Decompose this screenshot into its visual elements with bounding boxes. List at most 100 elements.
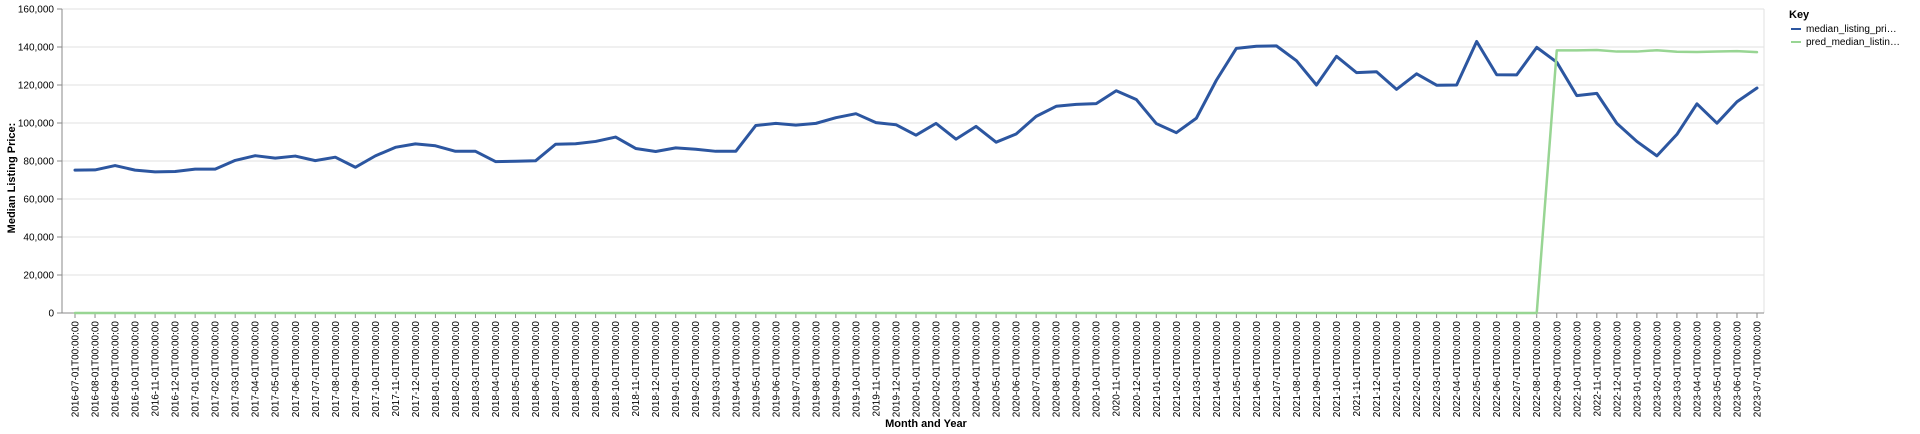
legend-title: Key xyxy=(1789,9,1810,21)
x-tick-label: 2016-07-01T00:00:00 xyxy=(71,321,82,418)
series-line-1 xyxy=(73,39,1759,174)
x-tick-label: 2022-04-01T00:00:00 xyxy=(1452,321,1463,418)
x-tick-label: 2021-09-01T00:00:00 xyxy=(1312,321,1323,418)
x-tick-label: 2020-09-01T00:00:00 xyxy=(1072,321,1083,418)
y-tick-label: 100,000 xyxy=(18,119,55,130)
x-tick-label: 2018-01-01T00:00:00 xyxy=(431,321,442,418)
x-tick-label: 2018-09-01T00:00:00 xyxy=(591,321,602,418)
x-tick-label: 2017-01-01T00:00:00 xyxy=(191,321,202,418)
x-tick-label: 2018-06-01T00:00:00 xyxy=(531,321,542,418)
x-tick-label: 2023-04-01T00:00:00 xyxy=(1692,321,1703,418)
x-tick-label: 2021-02-01T00:00:00 xyxy=(1172,321,1183,418)
x-tick-label: 2018-10-01T00:00:00 xyxy=(611,321,622,418)
x-tick-label: 2021-07-01T00:00:00 xyxy=(1272,321,1283,418)
x-tick-label: 2020-01-01T00:00:00 xyxy=(912,321,923,418)
x-tick-label: 2018-04-01T00:00:00 xyxy=(491,321,502,418)
x-tick-label: 2020-04-01T00:00:00 xyxy=(972,321,983,418)
y-tick-label: 40,000 xyxy=(23,233,54,244)
x-tick-label: 2022-09-01T00:00:00 xyxy=(1552,321,1563,418)
x-tick-label: 2023-01-01T00:00:00 xyxy=(1632,321,1643,418)
x-tick-label: 2017-10-01T00:00:00 xyxy=(371,321,382,418)
x-tick-label: 2022-10-01T00:00:00 xyxy=(1572,321,1583,418)
y-tick-label: 80,000 xyxy=(23,157,54,168)
x-tick-label: 2021-01-01T00:00:00 xyxy=(1152,321,1163,418)
x-tick-label: 2023-06-01T00:00:00 xyxy=(1732,321,1743,418)
x-tick-label: 2020-05-01T00:00:00 xyxy=(992,321,1003,418)
x-tick-label: 2019-06-01T00:00:00 xyxy=(771,321,782,418)
x-tick-label: 2017-06-01T00:00:00 xyxy=(291,321,302,418)
x-tick-label: 2022-11-01T00:00:00 xyxy=(1592,321,1603,417)
x-tick-label: 2020-08-01T00:00:00 xyxy=(1052,321,1063,418)
y-tick-label: 140,000 xyxy=(18,43,55,54)
x-tick-label: 2018-12-01T00:00:00 xyxy=(651,321,662,418)
x-tick-label: 2022-08-01T00:00:00 xyxy=(1532,321,1543,418)
x-tick-label: 2019-11-01T00:00:00 xyxy=(871,321,882,417)
x-tick-label: 2021-04-01T00:00:00 xyxy=(1212,321,1223,418)
x-tick-label: 2019-07-01T00:00:00 xyxy=(791,321,802,418)
x-tick-label: 2022-03-01T00:00:00 xyxy=(1432,321,1443,418)
x-tick-label: 2022-01-01T00:00:00 xyxy=(1392,321,1403,418)
x-tick-label: 2021-11-01T00:00:00 xyxy=(1352,321,1363,417)
x-tick-label: 2016-11-01T00:00:00 xyxy=(151,321,162,417)
y-tick-label: 60,000 xyxy=(23,195,54,206)
x-tick-label: 2023-03-01T00:00:00 xyxy=(1672,321,1683,418)
y-tick-label: 120,000 xyxy=(18,81,55,92)
legend-label: pred_median_listin… xyxy=(1806,37,1900,48)
x-tick-label: 2019-10-01T00:00:00 xyxy=(851,321,862,418)
x-tick-label: 2017-03-01T00:00:00 xyxy=(231,321,242,418)
x-tick-label: 2022-06-01T00:00:00 xyxy=(1492,321,1503,418)
x-tick-label: 2018-11-01T00:00:00 xyxy=(631,321,642,417)
legend-label: median_listing_pri… xyxy=(1806,24,1897,35)
x-tick-label: 2022-05-01T00:00:00 xyxy=(1472,321,1483,418)
x-tick-label: 2016-12-01T00:00:00 xyxy=(171,321,182,418)
x-axis-title: Month and Year xyxy=(885,418,967,430)
y-tick-label: 20,000 xyxy=(23,271,54,282)
x-tick-label: 2019-12-01T00:00:00 xyxy=(891,321,902,418)
axes: 0 20,000 40,000 60,000 80,000 100,000 120,000 1… xyxy=(18,5,1764,418)
y-tick-label: 0 xyxy=(48,309,54,320)
y-tick-label: 160,000 xyxy=(18,5,55,16)
x-tick-label: 2017-09-01T00:00:00 xyxy=(351,321,362,418)
y-axis-title: Median Listing Price: xyxy=(6,123,18,234)
x-tick-label: 2020-11-01T00:00:00 xyxy=(1112,321,1123,417)
x-tick-label: 2020-07-01T00:00:00 xyxy=(1032,321,1043,418)
x-tick-label: 2017-02-01T00:00:00 xyxy=(211,321,222,418)
x-tick-label: 2020-03-01T00:00:00 xyxy=(952,321,963,418)
x-tick-label: 2023-05-01T00:00:00 xyxy=(1712,321,1723,418)
x-tick-label: 2016-08-01T00:00:00 xyxy=(91,321,102,418)
x-tick-label: 2020-10-01T00:00:00 xyxy=(1092,321,1103,418)
x-tick-label: 2019-05-01T00:00:00 xyxy=(751,321,762,418)
x-tick-label: 2021-08-01T00:00:00 xyxy=(1292,321,1303,418)
x-tick-label: 2019-02-01T00:00:00 xyxy=(691,321,702,418)
x-tick-label: 2021-12-01T00:00:00 xyxy=(1372,321,1383,418)
x-tick-label: 2017-12-01T00:00:00 xyxy=(411,321,422,418)
x-tick-label: 2017-05-01T00:00:00 xyxy=(271,321,282,418)
x-tick-label: 2018-05-01T00:00:00 xyxy=(511,321,522,418)
series-line-2 xyxy=(73,48,1759,315)
x-tick-label: 2018-03-01T00:00:00 xyxy=(471,321,482,418)
x-tick-label: 2020-12-01T00:00:00 xyxy=(1132,321,1143,418)
x-tick-label: 2022-02-01T00:00:00 xyxy=(1412,321,1423,418)
x-tick-label: 2022-07-01T00:00:00 xyxy=(1512,321,1523,418)
series-lines xyxy=(73,39,1759,315)
x-tick-label: 2018-07-01T00:00:00 xyxy=(551,321,562,418)
x-tick-label: 2023-07-01T00:00:00 xyxy=(1753,321,1764,418)
x-tick-label: 2017-11-01T00:00:00 xyxy=(391,321,402,417)
x-tick-label: 2020-02-01T00:00:00 xyxy=(932,321,943,418)
x-tick-label: 2019-01-01T00:00:00 xyxy=(671,321,682,418)
x-tick-label: 2016-09-01T00:00:00 xyxy=(111,321,122,418)
x-tick-label: 2017-08-01T00:00:00 xyxy=(331,321,342,418)
legend: Key median_listing_pri… pred_median_listi… xyxy=(1789,9,1900,48)
x-tick-label: 2016-10-01T00:00:00 xyxy=(131,321,142,418)
x-tick-label: 2017-04-01T00:00:00 xyxy=(251,321,262,418)
x-tick-label: 2019-08-01T00:00:00 xyxy=(811,321,822,418)
x-tick-label: 2019-04-01T00:00:00 xyxy=(731,321,742,418)
x-tick-label: 2021-05-01T00:00:00 xyxy=(1232,321,1243,418)
x-tick-label: 2018-08-01T00:00:00 xyxy=(571,321,582,418)
x-tick-label: 2022-12-01T00:00:00 xyxy=(1612,321,1623,418)
x-tick-label: 2021-06-01T00:00:00 xyxy=(1252,321,1263,418)
x-tick-label: 2017-07-01T00:00:00 xyxy=(311,321,322,418)
x-tick-label: 2019-03-01T00:00:00 xyxy=(711,321,722,418)
x-tick-label: 2020-06-01T00:00:00 xyxy=(1012,321,1023,418)
